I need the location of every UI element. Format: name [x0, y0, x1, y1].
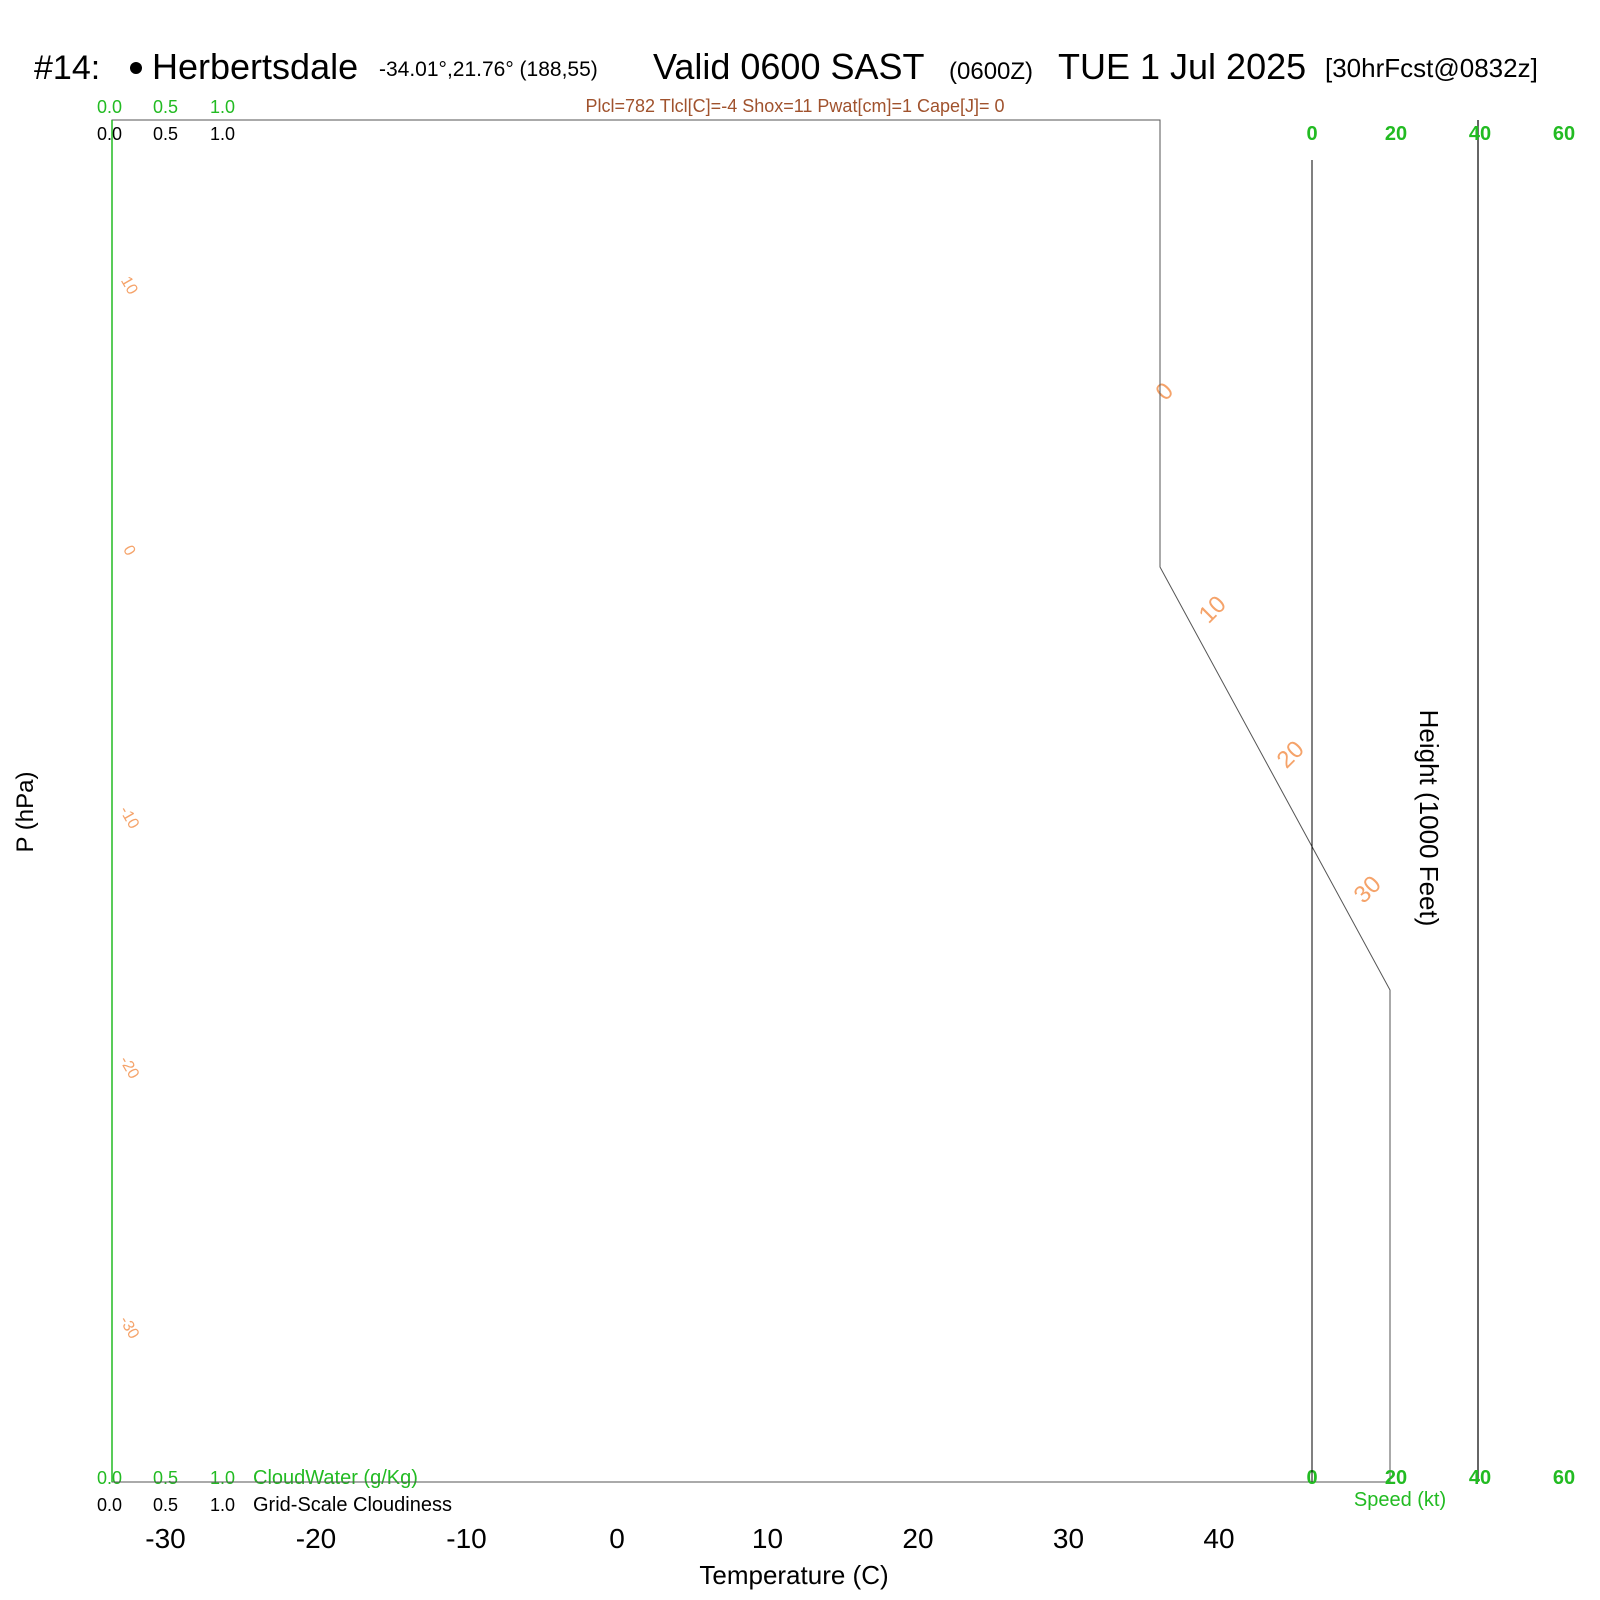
- x-tick-label: 0: [609, 1523, 625, 1554]
- cloudiness-tick-bottom-2: 1.0: [210, 1495, 235, 1515]
- cloud-water-tick-top-0: 0.0: [97, 97, 122, 117]
- isotherm-label: 20: [1272, 736, 1310, 774]
- cloudiness-tick-top-0: 0.0: [97, 124, 122, 144]
- valid-zulu: (0600Z): [949, 58, 1033, 85]
- isotherm-left-label: -20: [116, 1053, 142, 1082]
- height-axis-title: Height (1000 Feet): [1414, 710, 1444, 927]
- cloudiness-tick-bottom-1: 0.5: [153, 1495, 178, 1515]
- cloud-water-tick-top-2: 1.0: [210, 97, 235, 117]
- x-axis-title: Temperature (C): [699, 1560, 888, 1590]
- isotherm-left-label: 0: [119, 543, 138, 559]
- station-dot-icon: [130, 62, 142, 74]
- speed-tick-top: 0: [1306, 123, 1317, 145]
- speed-tick-top: 20: [1385, 123, 1407, 145]
- x-tick-label: 40: [1203, 1523, 1234, 1554]
- cloud-water-tick-bottom-1: 0.5: [153, 1468, 178, 1488]
- speed-tick-bottom: 40: [1469, 1467, 1491, 1489]
- station-name: Herbertsdale: [152, 46, 358, 87]
- isotherm-label: 10: [1194, 591, 1232, 629]
- background-line-labels: 1235812200102030100-10-20-30: [116, 274, 1387, 1342]
- speed-tick-top: 40: [1469, 123, 1491, 145]
- cloud-water-label: CloudWater (g/Kg): [253, 1467, 418, 1489]
- x-tick-label: -10: [446, 1523, 486, 1554]
- speed-tick-top: 60: [1553, 123, 1575, 145]
- cloudiness-tick-top-2: 1.0: [210, 124, 235, 144]
- valid-time: Valid 0600 SAST: [653, 46, 925, 87]
- indices-line: Plcl=782 Tlcl[C]=-4 Shox=11 Pwat[cm]=1 C…: [585, 96, 1004, 116]
- isotherm-label: 0: [1150, 377, 1179, 406]
- isotherm-left-label: -30: [116, 1313, 142, 1342]
- x-tick-label: 10: [752, 1523, 783, 1554]
- cloud-water-tick-bottom-0: 0.0: [97, 1468, 122, 1488]
- cloudiness-tick-top-1: 0.5: [153, 124, 178, 144]
- station-number: #14:: [34, 49, 100, 87]
- x-tick-label: -30: [145, 1523, 185, 1554]
- y-axis-title: P (hPa): [12, 772, 39, 853]
- isotherm-left-label: 10: [117, 274, 141, 298]
- speed-tick-bottom: 60: [1553, 1467, 1575, 1489]
- x-tick-label: 20: [902, 1523, 933, 1554]
- isotherm-left-label: -10: [116, 803, 142, 832]
- forecast-info: [30hrFcst@0832z]: [1325, 53, 1538, 83]
- isotherm-label: 30: [1349, 871, 1387, 909]
- cloudiness-tick-bottom-0: 0.0: [97, 1495, 122, 1515]
- valid-date: TUE 1 Jul 2025: [1058, 46, 1306, 87]
- cloud-water-tick-top-1: 0.5: [153, 97, 178, 117]
- x-tick-label: 30: [1053, 1523, 1084, 1554]
- station-coords: -34.01°,21.76° (188,55): [379, 58, 598, 81]
- cloudiness-label: Grid-Scale Cloudiness: [253, 1494, 452, 1516]
- axes: 2503004005007008501000-30-20-10010203040…: [145, 120, 1575, 1554]
- speed-axis-title: Speed (kt): [1354, 1489, 1446, 1511]
- speed-tick-bottom: 20: [1385, 1467, 1407, 1489]
- cloud-water-tick-bottom-2: 1.0: [210, 1468, 235, 1488]
- plot-frame: [111, 119, 1391, 1483]
- x-tick-label: -20: [296, 1523, 336, 1554]
